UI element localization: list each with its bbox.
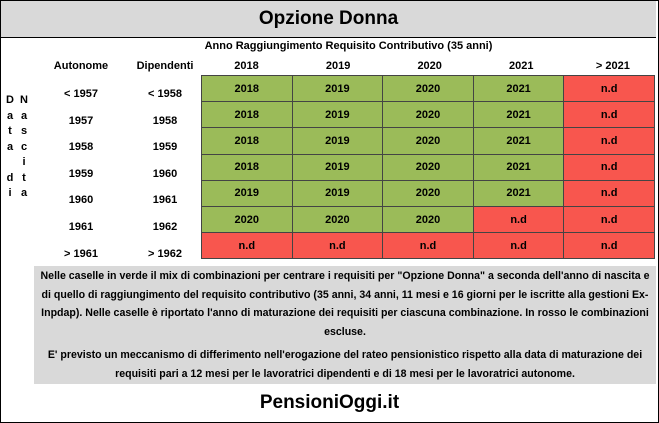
table-cell: 2020 [383,206,474,234]
table-cell: 2020 [383,76,474,103]
table-cell: 2018 [202,128,293,155]
born-dipendenti: 1962 [152,221,178,233]
side-letter: a [6,109,14,122]
table-cell: n.d [473,233,565,260]
notes-paragraph-1: Nelle caselle in verde il mix di combina… [40,270,650,338]
table-row: 2018 2019 2020 2021 n.d [202,76,655,103]
table-cell: 2021 [473,128,565,155]
side-letter [4,155,16,171]
born-autonome: > 1961 [64,247,98,260]
born-autonome: 1959 [68,167,94,180]
table-cell: 2019 [292,180,384,207]
table-cell: 2020 [383,180,474,207]
year-header: 2018 [234,60,259,72]
table-cell: 2018 [202,102,293,129]
side-letter: t [22,171,26,184]
born-autonome: 1957 [68,114,94,127]
table-subtitle: Anno Raggiungimento Requisito Contributi… [204,40,493,52]
side-letter: D [6,94,14,106]
table-cell: n.d [564,102,655,129]
born-dipendenti: 1959 [152,141,178,154]
table-cell: n.d [564,128,655,155]
header-dipendenti: Dipendenti [136,60,194,72]
year-header: > 2021 [595,60,630,72]
table-cell: 2020 [383,102,474,129]
year-header: 2021 [509,60,534,72]
year-header: 2019 [325,60,351,72]
table-cell: 2021 [473,180,565,207]
table-cell: n.d [564,233,655,260]
side-letter: a [6,140,14,153]
table-cell: 2021 [473,102,565,129]
table-cell: 2018 [202,154,293,181]
side-letter: i [8,187,12,199]
combination-table: 2018 2019 2020 2021 n.d 2018 2019 2020 2021 n.d 20… [201,75,655,260]
table-row: 2018 2019 2020 2021 n.d [202,154,655,181]
born-dipendenti: 1958 [152,114,178,127]
table-cell: n.d [383,233,474,260]
born-autonome: 1960 [68,194,94,207]
born-autonome: < 1957 [64,88,98,100]
side-letter: s [20,125,28,137]
table-cell: 2019 [292,76,384,103]
table-row: 2019 2019 2020 2021 n.d [202,180,655,207]
footer-brand: PensioniOggi.it [259,392,400,413]
table-cell: n.d [473,206,565,234]
table-cell: 2020 [202,206,293,234]
header-autonome: Autonome [53,60,109,72]
table-row: 2020 2020 2020 n.d n.d [202,206,655,234]
table-cell: n.d [564,154,655,181]
side-letter: t [8,125,12,137]
table-row: 2018 2019 2020 2021 n.d [202,102,655,129]
born-dipendenti: 1960 [152,167,178,180]
notes-paragraph-2: E' previsto un meccanismo di differiment… [47,349,643,380]
born-autonome: 1958 [68,141,94,154]
side-letter: a [20,109,28,122]
table-cell: 2020 [383,154,474,181]
table-cell: 2019 [292,102,384,129]
born-dipendenti: < 1958 [148,88,182,100]
born-dipendenti: > 1962 [148,247,182,260]
table-cell: n.d [292,233,384,260]
side-letter: c [20,140,28,153]
table-cell: 2019 [202,180,293,207]
table-cell: 2020 [292,206,384,234]
table-cell: 2018 [202,76,293,103]
table-cell: n.d [564,206,655,234]
table-cell: n.d [564,180,655,207]
side-letter: i [22,156,26,168]
table-row: n.d n.d n.d n.d n.d [202,233,655,260]
table-cell: n.d [202,233,293,260]
table-cell: n.d [564,76,655,103]
side-letter: d [6,171,14,184]
born-dipendenti: 1961 [152,194,178,207]
notes-box: Nelle caselle in verde il mix di combina… [34,266,656,384]
year-header: 2020 [417,60,442,72]
table-row: 2018 2019 2020 2021 n.d [202,128,655,155]
table-cell: 2020 [383,128,474,155]
side-letter: N [20,94,28,106]
table-cell: 2019 [292,128,384,155]
table-cell: 2019 [292,154,384,181]
table-cell: 2021 [473,154,565,181]
page-title: Opzione Donna [1,1,656,38]
born-autonome: 1961 [68,221,94,233]
side-letter: a [20,187,28,199]
table-cell: 2021 [473,76,565,103]
